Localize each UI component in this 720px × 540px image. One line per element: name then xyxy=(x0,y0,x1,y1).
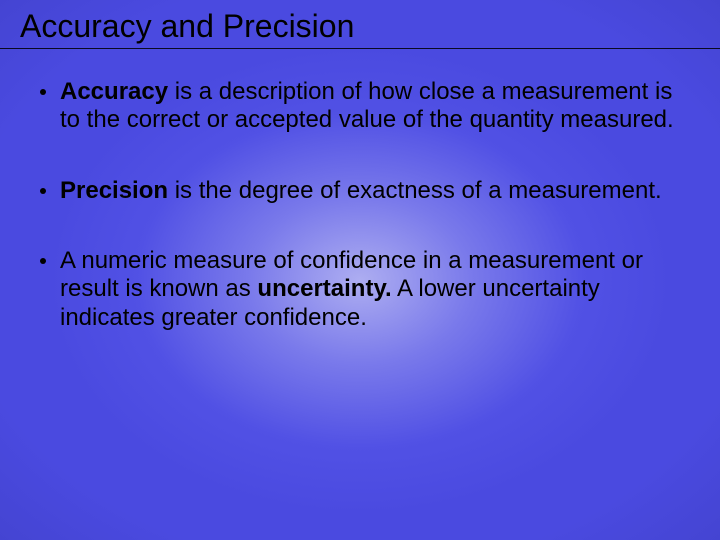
text-run-bold: Accuracy xyxy=(60,78,168,105)
bullet-dot xyxy=(40,258,46,264)
bullet-dot xyxy=(40,188,46,194)
text-run: is the degree of exactness of a measurem… xyxy=(168,177,662,204)
slide-title-underline xyxy=(0,48,720,49)
slide-title-text: Accuracy and Precision xyxy=(20,8,354,44)
bullet-text: A numeric measure of confidence in a mea… xyxy=(60,247,680,332)
bullet-item: A numeric measure of confidence in a mea… xyxy=(40,247,680,332)
text-run-bold: Precision xyxy=(60,177,168,204)
text-run-bold: uncertainty. xyxy=(257,275,391,302)
slide: Accuracy and Precision Accuracy is a des… xyxy=(0,0,720,540)
bullet-dot xyxy=(40,89,46,95)
slide-body: Accuracy is a description of how close a… xyxy=(40,78,680,332)
bullet-text: Accuracy is a description of how close a… xyxy=(60,78,680,135)
bullet-item: Accuracy is a description of how close a… xyxy=(40,78,680,135)
slide-title: Accuracy and Precision xyxy=(20,8,700,45)
bullet-item: Precision is the degree of exactness of … xyxy=(40,177,680,205)
bullet-text: Precision is the degree of exactness of … xyxy=(60,177,680,205)
